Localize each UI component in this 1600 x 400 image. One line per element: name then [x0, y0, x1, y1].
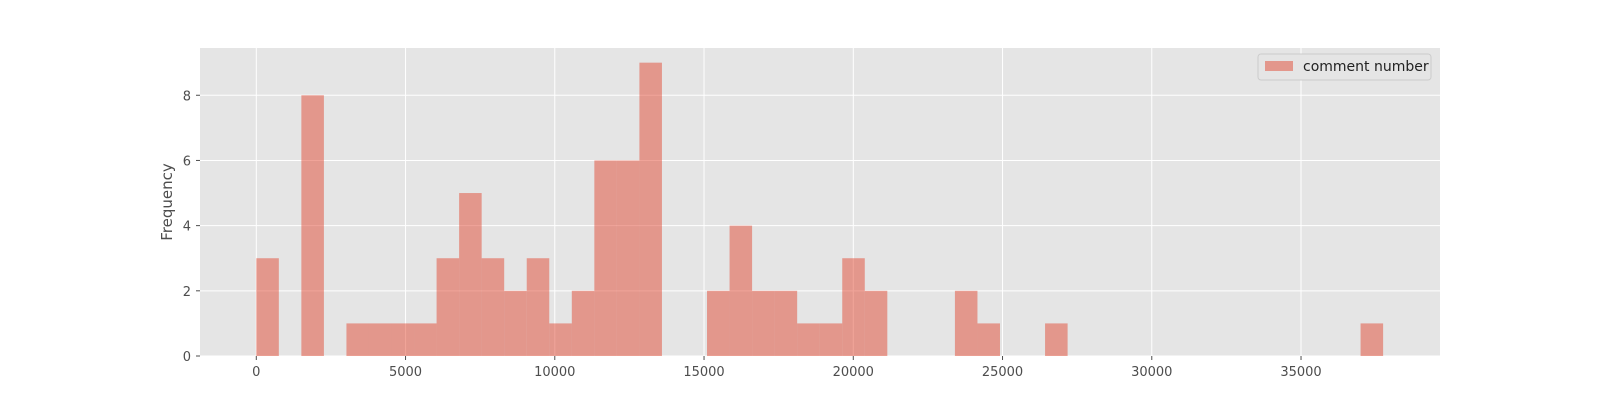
histogram-bar: [774, 290, 798, 356]
x-tick-label: 5000: [389, 365, 422, 380]
histogram-bar: [571, 290, 595, 356]
histogram-bars: [256, 62, 1384, 357]
histogram-bar: [481, 258, 505, 356]
histogram-bar: [797, 323, 820, 356]
histogram-bar: [639, 62, 662, 357]
x-tick-label: 25000: [982, 365, 1023, 380]
histogram-bar: [954, 290, 978, 356]
x-tick-label: 20000: [833, 365, 874, 380]
histogram-bar: [594, 160, 617, 356]
x-tick-label: 10000: [534, 365, 575, 380]
legend: comment number: [1257, 53, 1432, 81]
histogram-bar: [368, 323, 392, 356]
y-tick-label: 0: [183, 350, 191, 365]
histogram-bar: [864, 290, 888, 356]
histogram-bar: [842, 258, 865, 356]
histogram-bar: [707, 290, 730, 356]
y-tick-label: 6: [183, 154, 191, 169]
x-tick-label: 35000: [1280, 365, 1321, 380]
histogram-bar: [414, 323, 437, 356]
histogram-bar: [256, 258, 279, 356]
histogram-bar: [526, 258, 550, 356]
x-tick-label: 30000: [1131, 365, 1172, 380]
axis-ticks: 0 5000 10000 15000 20000 25000 30000 35000 0 2 4 6 8: [183, 89, 1322, 380]
y-tick-label: 8: [183, 89, 191, 104]
histogram-bar: [301, 95, 324, 356]
histogram-bar: [977, 323, 1000, 356]
histogram-bar: [1045, 323, 1068, 356]
histogram-bar: [459, 193, 482, 356]
histogram-bar: [436, 258, 460, 356]
y-tick-label: 4: [183, 220, 191, 235]
x-tick-label: 0: [252, 365, 260, 380]
histogram-bar: [1360, 323, 1384, 356]
histogram-bar: [391, 323, 415, 356]
histogram-bar: [752, 290, 775, 356]
legend-swatch-comment-number: [1265, 61, 1293, 71]
histogram-bar: [616, 160, 640, 356]
legend-frame: [1257, 53, 1432, 81]
histogram-bar: [346, 323, 369, 356]
histogram-bar: [729, 225, 753, 356]
legend-label-comment-number: comment number: [1303, 59, 1429, 75]
y-axis-label: Frequency: [158, 163, 176, 241]
histogram-bar: [549, 323, 572, 356]
histogram-bar: [819, 323, 843, 356]
x-tick-label: 15000: [683, 365, 724, 380]
histogram-bar: [504, 290, 527, 356]
y-tick-label: 2: [183, 285, 191, 300]
plot-area: [200, 48, 1440, 356]
